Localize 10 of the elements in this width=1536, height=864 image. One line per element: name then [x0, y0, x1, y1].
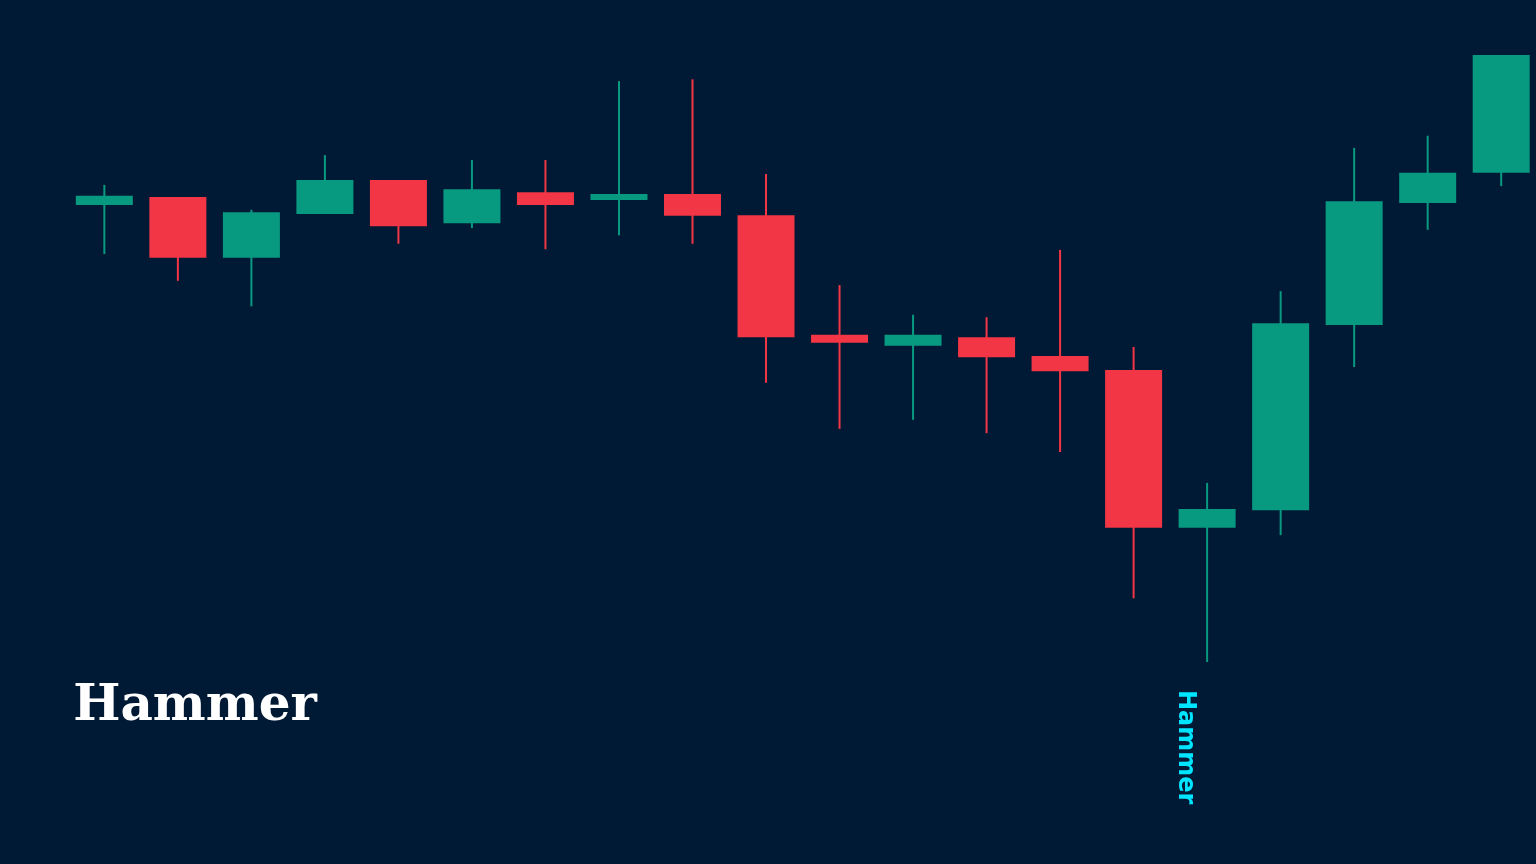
candlestick [75, 183, 133, 256]
candlestick [663, 78, 721, 245]
candlestick [1178, 481, 1236, 663]
candlestick [590, 80, 648, 237]
candlestick [811, 284, 869, 430]
text: Hammer [73, 673, 318, 732]
text: Hammer [1173, 690, 1201, 805]
candlestick [1031, 248, 1089, 453]
candlestick [516, 159, 574, 251]
candlestick [884, 313, 942, 421]
